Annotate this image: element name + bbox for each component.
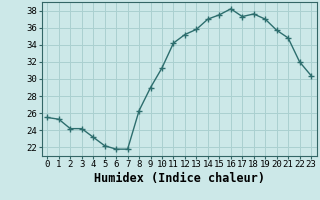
X-axis label: Humidex (Indice chaleur): Humidex (Indice chaleur) [94,172,265,185]
